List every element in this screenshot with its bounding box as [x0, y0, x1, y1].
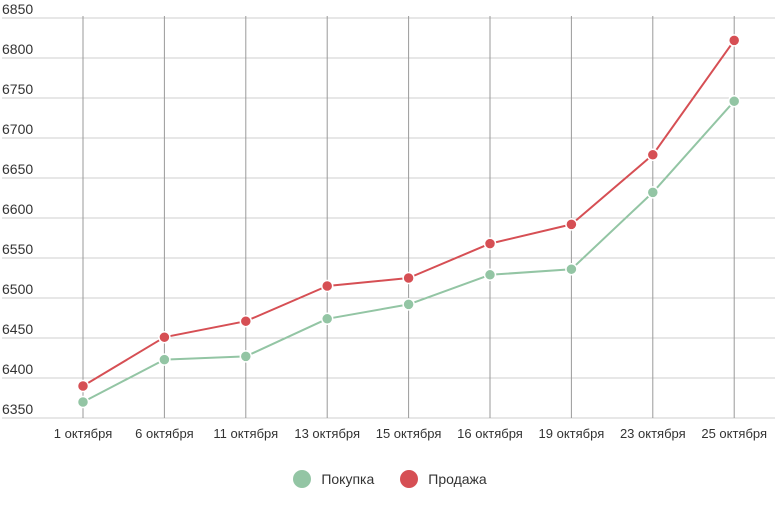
legend-item-sell[interactable]: Продажа — [400, 470, 487, 488]
data-point[interactable] — [402, 298, 415, 311]
y-tick-label: 6650 — [2, 161, 33, 177]
data-point[interactable] — [727, 34, 741, 47]
y-tick-label: 6550 — [2, 241, 33, 257]
series-sell — [76, 34, 741, 393]
x-tick-label: 6 октября — [135, 426, 193, 441]
data-point[interactable] — [76, 379, 90, 393]
series — [76, 34, 741, 409]
data-point[interactable] — [565, 262, 578, 276]
data-point[interactable] — [402, 271, 415, 285]
data-point[interactable] — [239, 350, 253, 363]
data-point[interactable] — [646, 186, 660, 199]
x-tick-label: 1 октября — [54, 426, 112, 441]
data-point[interactable] — [727, 94, 741, 108]
x-tick-label: 19 октября — [539, 426, 605, 441]
legend-item-buy[interactable]: Покупка — [293, 470, 374, 488]
legend-marker-buy — [293, 470, 312, 488]
legend-marker-sell — [400, 470, 419, 488]
grid — [2, 16, 775, 419]
data-point[interactable] — [565, 218, 578, 231]
data-point[interactable] — [158, 353, 171, 366]
y-tick-label: 6750 — [2, 81, 33, 97]
y-tick-label: 6400 — [2, 361, 33, 377]
data-point[interactable] — [76, 395, 90, 409]
y-tick-label: 6350 — [2, 401, 33, 417]
legend-label-sell: Продажа — [428, 471, 487, 487]
x-tick-label: 23 октября — [620, 426, 686, 441]
y-tick-label: 6600 — [2, 201, 33, 217]
series-buy — [76, 94, 741, 409]
data-point[interactable] — [483, 268, 497, 282]
y-tick-label: 6700 — [2, 121, 33, 137]
data-point[interactable] — [158, 330, 171, 344]
x-tick-label: 15 октября — [376, 426, 442, 441]
data-point[interactable] — [483, 237, 497, 250]
data-point[interactable] — [239, 314, 253, 328]
y-tick-label: 6800 — [2, 41, 33, 57]
x-tick-label: 25 октября — [701, 426, 767, 441]
y-tick-label: 6450 — [2, 321, 33, 337]
x-tick-label: 16 октября — [457, 426, 523, 441]
data-point[interactable] — [320, 312, 334, 326]
x-axis-ticks: 1 октября 6 октября 11 октября 13 октября 15… — [54, 426, 767, 441]
data-point[interactable] — [646, 148, 660, 162]
y-tick-label: 6500 — [2, 281, 33, 297]
x-tick-label: 11 октября — [213, 426, 278, 441]
x-tick-label: 13 октября — [294, 426, 360, 441]
data-point[interactable] — [320, 279, 334, 293]
y-tick-label: 6850 — [2, 1, 33, 17]
y-axis-ticks: 6350 6400 6450 6500 6550 6600 6650 6700 6750 6800… — [2, 1, 33, 417]
legend-label-buy: Покупка — [321, 471, 375, 487]
legend: Покупка Продажа — [0, 470, 780, 488]
